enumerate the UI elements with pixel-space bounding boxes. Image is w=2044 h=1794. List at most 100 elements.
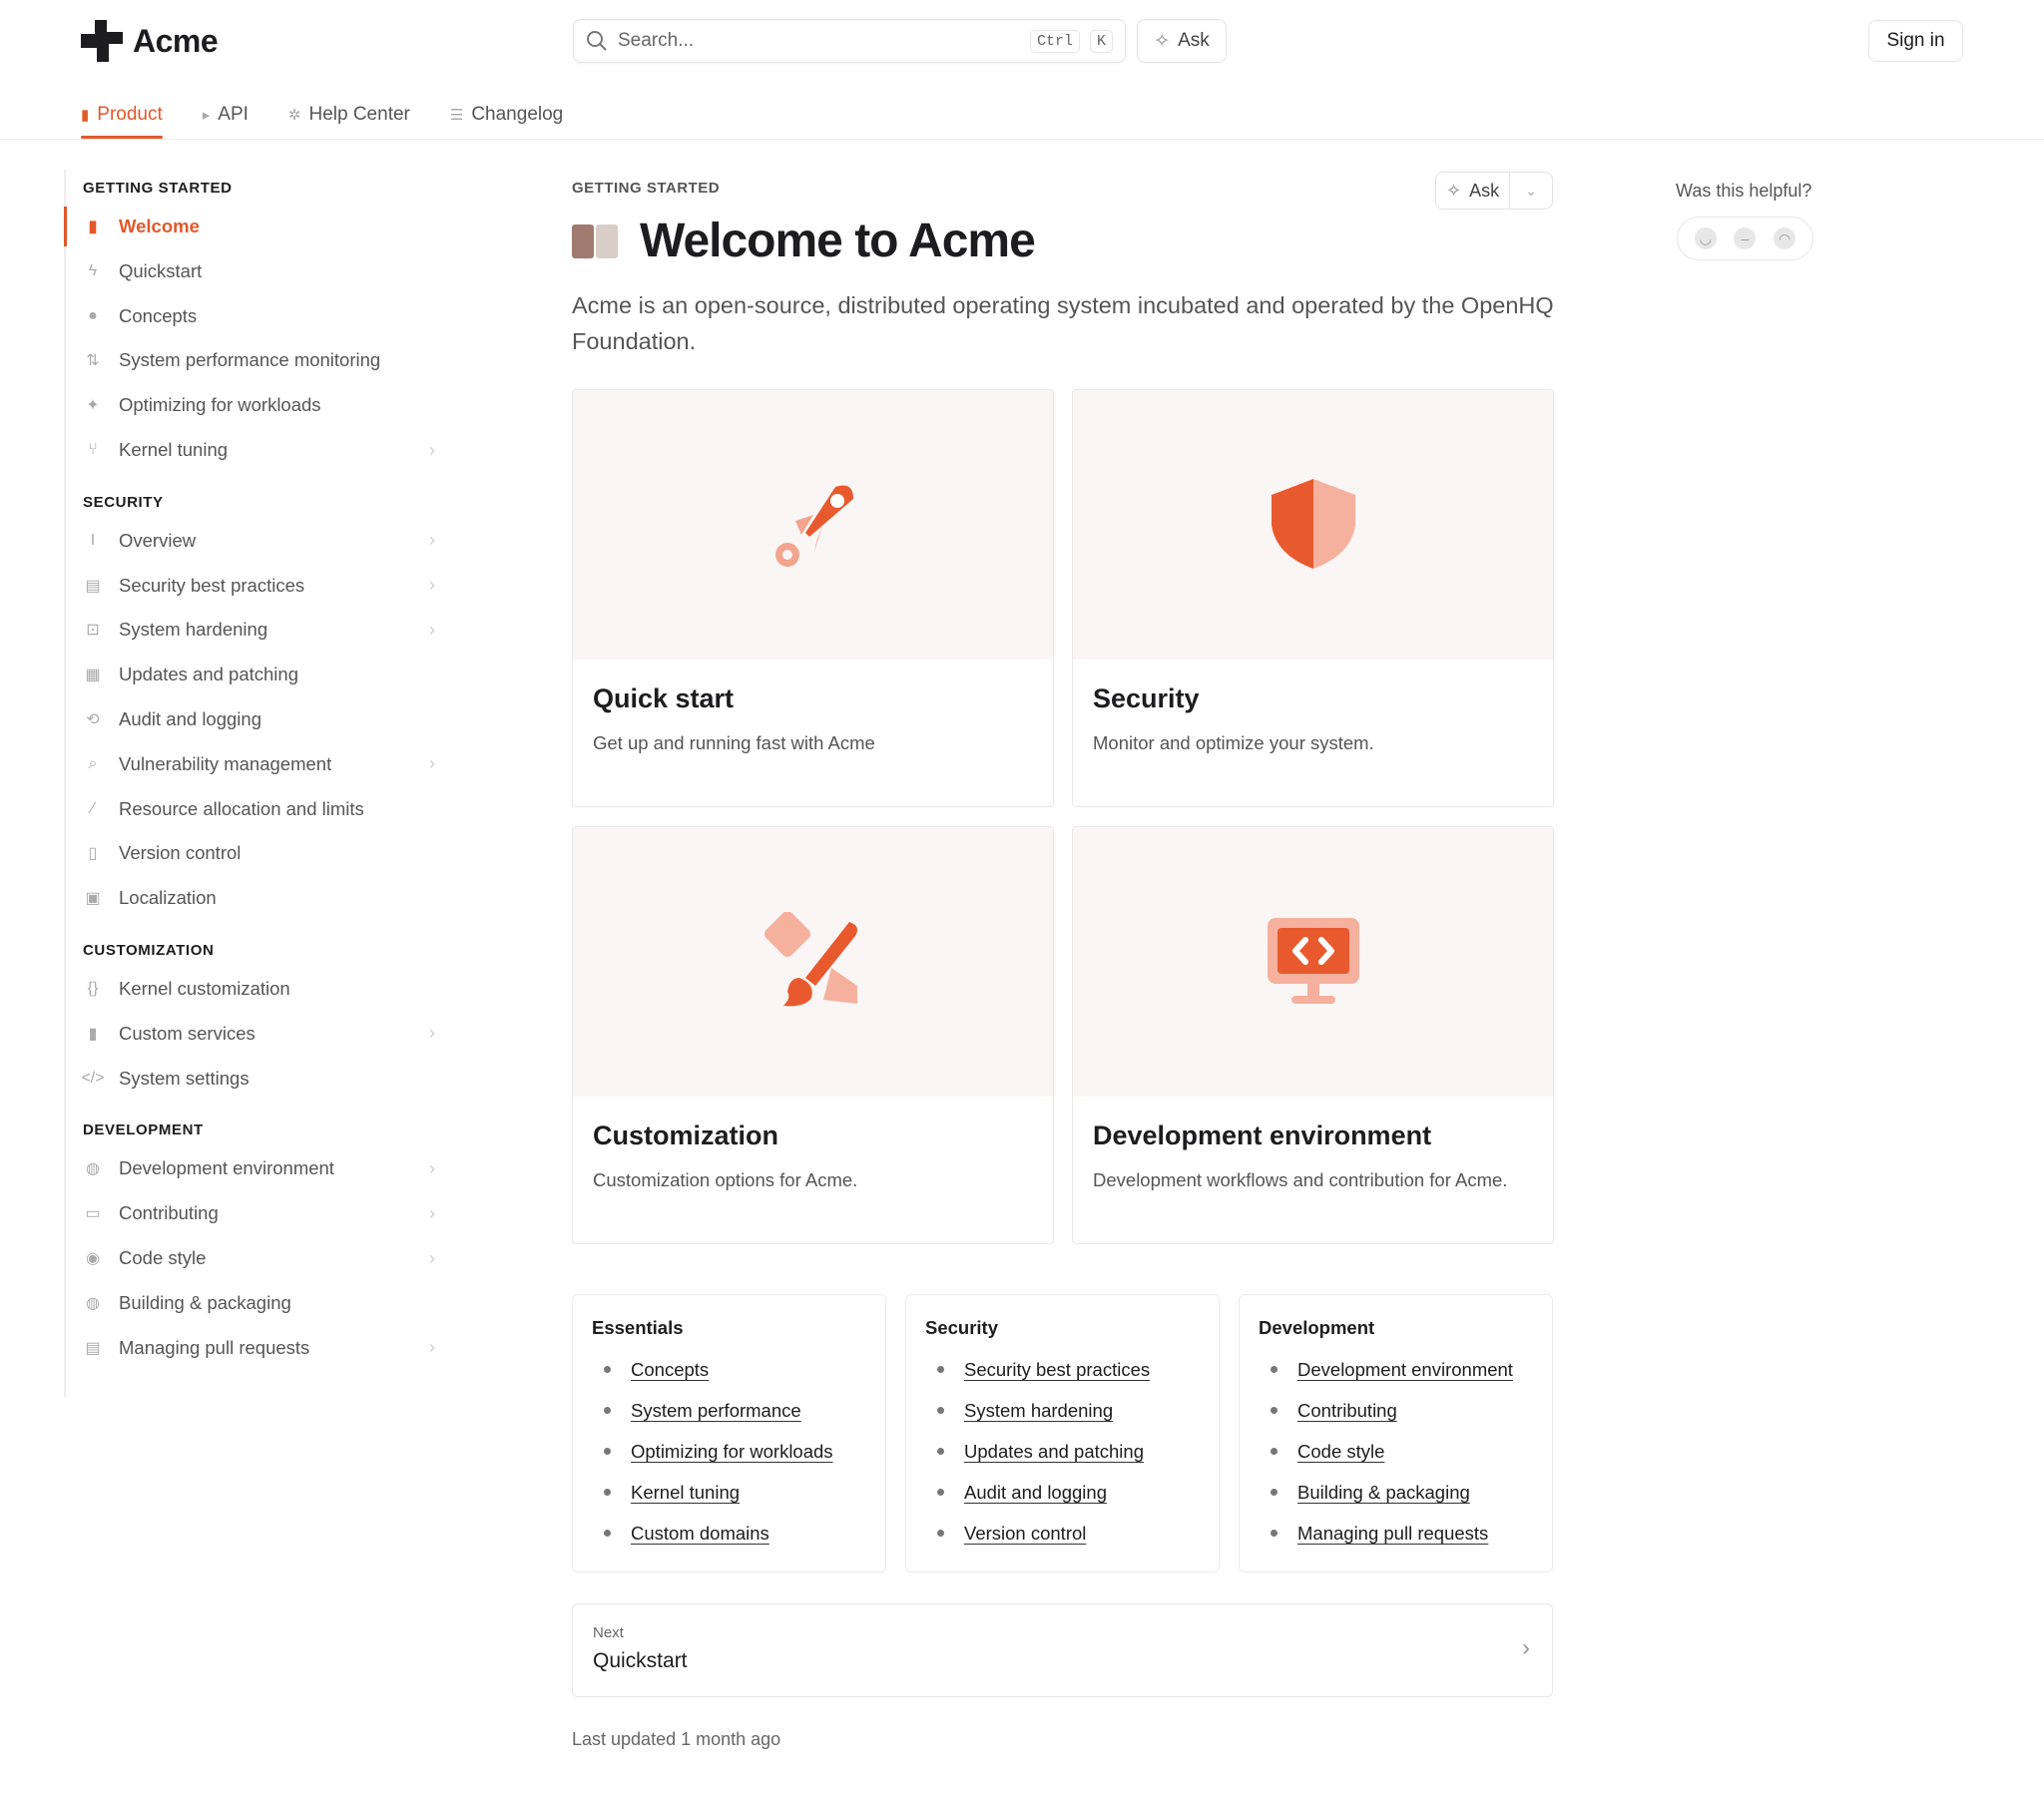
link[interactable]: Development environment (1297, 1358, 1513, 1380)
list-item: Managing pull requests (1259, 1513, 1533, 1554)
sidebar-heading: GETTING STARTED (83, 180, 233, 197)
ask-page-button[interactable]: ✧ Ask (1436, 173, 1511, 209)
feature-card-development-environment[interactable]: Development environment Development workf… (1072, 826, 1554, 1244)
tab-label: Help Center (308, 104, 410, 125)
sidebar-item-security-best-practices[interactable]: ▤ Security best practices › (66, 566, 435, 606)
frown-face-icon[interactable]: ◠ (1774, 227, 1796, 249)
globe-icon: ◍ (86, 1160, 100, 1178)
logo[interactable]: Acme (81, 20, 219, 62)
list-item: Code style (1259, 1431, 1533, 1472)
sidebar-item-building-packaging[interactable]: ◍ Building & packaging (66, 1283, 435, 1323)
link[interactable]: Updates and patching (964, 1440, 1144, 1462)
card-description: Customization options for Acme. (593, 1169, 858, 1190)
card-image (1073, 390, 1553, 660)
sidebar-item-system-settings[interactable]: </> System settings (66, 1059, 435, 1099)
sidebar-item-development-environment[interactable]: ◍ Development environment › (66, 1148, 435, 1188)
link[interactable]: System performance (631, 1399, 801, 1421)
tab-product[interactable]: ▮ Product (81, 94, 163, 139)
sidebar-item-concepts[interactable]: ● Concepts (66, 296, 435, 336)
link[interactable]: Audit and logging (964, 1481, 1107, 1503)
ask-split-button[interactable]: ✧ Ask ⌄ (1435, 172, 1553, 210)
chevron-right-icon: › (429, 1337, 435, 1358)
bolt-icon: ϟ (88, 261, 98, 279)
sidebar-item-localization[interactable]: ▣ Localization (66, 878, 435, 918)
feature-card-quick-start[interactable]: Quick start Get up and running fast with … (572, 389, 1054, 807)
link[interactable]: Contributing (1297, 1399, 1397, 1421)
sidebar-item-label: Audit and logging (119, 708, 261, 729)
last-updated: Last updated 1 month ago (572, 1729, 781, 1749)
sidebar-item-overview[interactable]: I Overview › (66, 521, 435, 561)
sidebar-item-resource-allocation-and-limits[interactable]: ⁄ Resource allocation and limits (66, 789, 435, 829)
chevron-right-icon: › (1522, 1634, 1530, 1661)
id-card-icon: ▣ (85, 890, 101, 908)
tab-changelog[interactable]: ☰ Changelog (450, 94, 563, 136)
book-icon (572, 224, 618, 258)
neutral-face-icon[interactable]: – (1734, 227, 1757, 249)
brand-name: Acme (133, 22, 219, 59)
card-title: Customization (593, 1121, 778, 1150)
tab-label: Product (97, 104, 163, 125)
link[interactable]: Version control (964, 1522, 1087, 1544)
sidebar-item-label: Development environment (119, 1157, 334, 1179)
link-group-development: Development Development environment Contri… (1239, 1294, 1553, 1572)
sidebar-item-label: Concepts (119, 304, 198, 326)
chevron-down-icon[interactable]: ⌄ (1525, 182, 1537, 199)
sidebar-item-version-control[interactable]: ▯ Version control (66, 833, 435, 873)
list-icon: ☰ (449, 107, 464, 124)
link[interactable]: Custom domains (631, 1522, 769, 1544)
list-item: Updates and patching (925, 1431, 1200, 1472)
chevron-right-icon: › (429, 619, 435, 640)
feature-card-customization[interactable]: Customization Customization options for A… (572, 826, 1054, 1244)
search-input[interactable] (618, 30, 1016, 52)
list-item: Audit and logging (925, 1472, 1200, 1513)
card-title: Security (1093, 683, 1200, 713)
sidebar-item-label: Resource allocation and limits (119, 797, 364, 819)
tab-api[interactable]: ▸ API (203, 94, 249, 136)
sidebar-icon: ▯ (88, 845, 98, 863)
sidebar-item-managing-pull-requests[interactable]: ▤ Managing pull requests › (66, 1328, 435, 1368)
sidebar-item-kernel-customization[interactable]: {} Kernel customization (66, 969, 435, 1009)
globe-icon: ◍ (86, 1294, 100, 1312)
sidebar-item-welcome[interactable]: ▮ Welcome (64, 207, 433, 246)
ask-button[interactable]: ✧ Ask (1137, 19, 1227, 63)
shortcut-ctrl: Ctrl (1029, 29, 1080, 53)
feedback-buttons: ◡ – ◠ (1677, 217, 1813, 260)
link[interactable]: Managing pull requests (1297, 1522, 1489, 1544)
link[interactable]: Optimizing for workloads (631, 1440, 833, 1462)
link-list: Security best practices System hardening U… (925, 1349, 1200, 1554)
sidebar-item-audit-and-logging[interactable]: ⟲ Audit and logging (66, 699, 435, 739)
link[interactable]: Code style (1297, 1440, 1385, 1462)
link[interactable]: Building & packaging (1297, 1481, 1470, 1503)
tab-help-center[interactable]: ✲ Help Center (288, 94, 410, 136)
sidebar-item-system-hardening[interactable]: ⊡ System hardening › (66, 610, 435, 650)
search-icon (587, 31, 607, 51)
sign-in-button[interactable]: Sign in (1868, 20, 1963, 62)
chevron-right-icon: › (429, 753, 435, 774)
sidebar-item-code-style[interactable]: ◉ Code style › (66, 1238, 435, 1278)
link[interactable]: Security best practices (964, 1358, 1151, 1380)
link[interactable]: System hardening (964, 1399, 1114, 1421)
monitor-code-icon (1264, 912, 1363, 1013)
link[interactable]: Concepts (631, 1358, 710, 1380)
sidebar-item-label: Code style (119, 1247, 207, 1268)
link-list: Concepts System performance Optimizing for… (592, 1349, 866, 1554)
sidebar-item-optimizing-for-workloads[interactable]: ✦ Optimizing for workloads (66, 385, 435, 425)
sidebar-item-vulnerability-management[interactable]: ⌕ Vulnerability management › (66, 744, 435, 784)
sidebar-item-quickstart[interactable]: ϟ Quickstart (66, 251, 435, 291)
feature-card-security[interactable]: Security Monitor and optimize your system… (1072, 389, 1554, 807)
list-item: Development environment (1259, 1349, 1533, 1390)
sidebar-item-custom-services[interactable]: ▮ Custom services › (66, 1014, 435, 1054)
feedback-question: Was this helpful? (1676, 181, 1812, 201)
shield-icon (1266, 475, 1361, 576)
sidebar-item-updates-and-patching[interactable]: ▦ Updates and patching (66, 655, 435, 694)
chevron-right-icon: › (429, 575, 435, 596)
sidebar: GETTING STARTED ▮ Welcome ϟ Quickstart ● Conce… (64, 170, 443, 1397)
brush-icon (762, 910, 865, 1013)
smile-face-icon[interactable]: ◡ (1694, 227, 1717, 249)
sidebar-item-system-performance-monitoring[interactable]: ⇅ System performance monitoring (66, 340, 435, 380)
sidebar-item-contributing[interactable]: ▭ Contributing › (66, 1193, 435, 1233)
search-bar[interactable]: Ctrl K (573, 19, 1126, 63)
link[interactable]: Kernel tuning (631, 1481, 741, 1503)
next-page-link[interactable]: Next Quickstart › (572, 1603, 1553, 1697)
sidebar-item-kernel-tuning[interactable]: ⑂ Kernel tuning › (66, 430, 435, 470)
